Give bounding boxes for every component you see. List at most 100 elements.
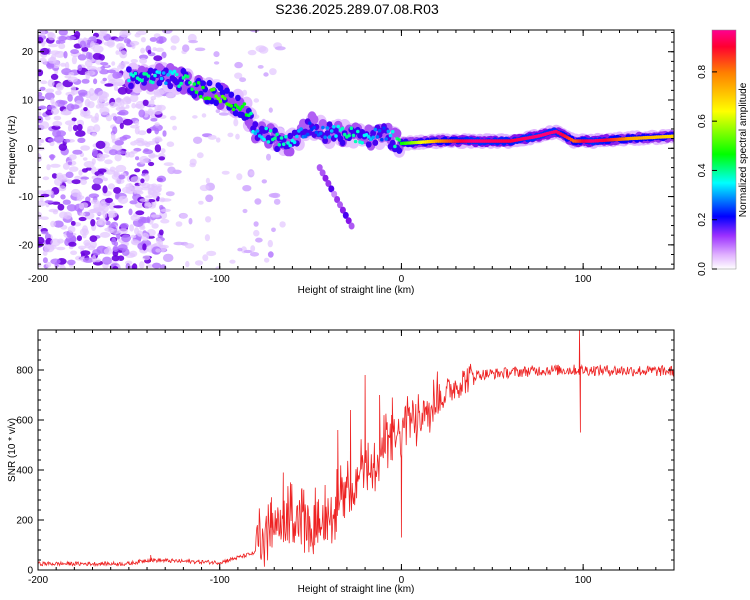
noise-speck bbox=[68, 241, 77, 247]
noise-speck bbox=[141, 232, 149, 242]
noise-speck bbox=[59, 211, 68, 219]
noise-speck bbox=[98, 218, 107, 226]
noise-speck bbox=[118, 195, 129, 204]
noise-speck bbox=[130, 59, 138, 63]
noise-speck bbox=[105, 197, 113, 203]
ridge-core bbox=[393, 144, 397, 149]
y-tick-label: 20 bbox=[22, 47, 34, 58]
ridge-halo bbox=[128, 82, 134, 90]
noise-speck bbox=[131, 185, 143, 193]
ridge-halo bbox=[217, 84, 224, 92]
noise-speck bbox=[215, 137, 221, 143]
noise-speck bbox=[38, 153, 42, 162]
ridge-core bbox=[279, 136, 284, 140]
noise-speck bbox=[95, 140, 106, 149]
ridge-core bbox=[253, 131, 258, 135]
ridge-halo bbox=[125, 66, 132, 73]
ridge-core bbox=[199, 94, 203, 99]
ridge-core bbox=[266, 140, 271, 144]
noise-speck bbox=[255, 237, 263, 243]
noise-speck bbox=[45, 88, 55, 94]
noise-speck bbox=[106, 69, 116, 74]
colorbar-tick-label: 0.0 bbox=[697, 262, 708, 276]
noise-speck bbox=[129, 94, 139, 103]
noise-speck bbox=[112, 126, 118, 135]
ridge-core bbox=[384, 137, 389, 141]
noise-speck bbox=[65, 171, 74, 179]
noise-speck bbox=[56, 172, 64, 180]
ridge-core bbox=[177, 84, 181, 88]
noise-speck bbox=[236, 173, 243, 181]
noise-speck bbox=[67, 225, 76, 233]
ridge-halo bbox=[252, 121, 259, 128]
ridge-core bbox=[133, 71, 138, 76]
noise-speck bbox=[60, 110, 72, 116]
noise-speck bbox=[107, 183, 115, 190]
noise-speck bbox=[136, 230, 143, 237]
noise-speck bbox=[130, 124, 140, 129]
ridge-halo bbox=[333, 127, 339, 134]
ridge-core bbox=[295, 134, 299, 139]
noise-speck bbox=[97, 90, 108, 99]
ridge-core bbox=[157, 70, 162, 75]
ridge-streak bbox=[339, 206, 346, 214]
ridge-core bbox=[273, 136, 277, 140]
noise-speck bbox=[50, 238, 61, 247]
noise-speck bbox=[113, 85, 119, 91]
ridge-core bbox=[321, 125, 325, 130]
ridge-halo bbox=[272, 127, 278, 134]
noise-speck bbox=[95, 104, 102, 109]
noise-speck bbox=[215, 266, 221, 269]
y-tick-label: 400 bbox=[16, 466, 33, 477]
noise-speck bbox=[72, 149, 83, 155]
noise-speck bbox=[82, 157, 88, 161]
noise-speck bbox=[112, 266, 119, 269]
ridge-core bbox=[332, 125, 336, 129]
noise-speck bbox=[237, 247, 243, 252]
noise-speck bbox=[187, 33, 197, 43]
noise-speck bbox=[139, 261, 145, 269]
noise-speck bbox=[38, 262, 42, 268]
noise-speck bbox=[38, 147, 46, 151]
ridge-core bbox=[231, 107, 236, 112]
noise-speck bbox=[114, 154, 122, 162]
noise-speck bbox=[140, 47, 146, 54]
noise-speck bbox=[92, 148, 98, 157]
ridge-core bbox=[131, 74, 135, 78]
noise-speck bbox=[155, 248, 161, 253]
noise-speck bbox=[99, 103, 109, 107]
noise-speck bbox=[40, 30, 46, 37]
noise-speck bbox=[44, 116, 51, 121]
noise-speck bbox=[51, 173, 58, 179]
ridge-core bbox=[151, 80, 155, 85]
noise-speck bbox=[162, 130, 167, 137]
noise-speck bbox=[42, 176, 50, 181]
colorbar-tick-label: 0.2 bbox=[697, 212, 708, 226]
noise-speck bbox=[70, 250, 78, 256]
noise-speck bbox=[194, 47, 206, 52]
noise-speck bbox=[148, 161, 155, 167]
noise-speck bbox=[68, 154, 77, 161]
x-tick-label: -100 bbox=[210, 575, 230, 586]
noise-speck bbox=[65, 35, 77, 41]
ridge-streak bbox=[337, 201, 343, 209]
noise-speck bbox=[58, 43, 66, 50]
ridge-halo bbox=[324, 130, 331, 137]
noise-speck bbox=[201, 113, 207, 118]
noise-speck bbox=[215, 109, 221, 114]
noise-speck bbox=[94, 112, 100, 121]
noise-speck bbox=[149, 37, 158, 42]
noise-speck bbox=[105, 220, 111, 226]
noise-speck bbox=[243, 249, 253, 254]
noise-speck bbox=[166, 141, 175, 147]
ridge-core bbox=[159, 76, 164, 81]
ridge-core bbox=[255, 129, 260, 133]
noise-speck bbox=[129, 250, 138, 257]
noise-speck bbox=[70, 104, 80, 110]
noise-speck bbox=[43, 61, 48, 65]
noise-speck bbox=[136, 141, 146, 147]
noise-speck bbox=[91, 132, 97, 137]
ridge-core bbox=[360, 141, 365, 145]
noise-speck bbox=[54, 134, 64, 143]
snr-panel: -200 -100 0 100 0 200 400 600 800 Height of stra… bbox=[7, 329, 675, 595]
